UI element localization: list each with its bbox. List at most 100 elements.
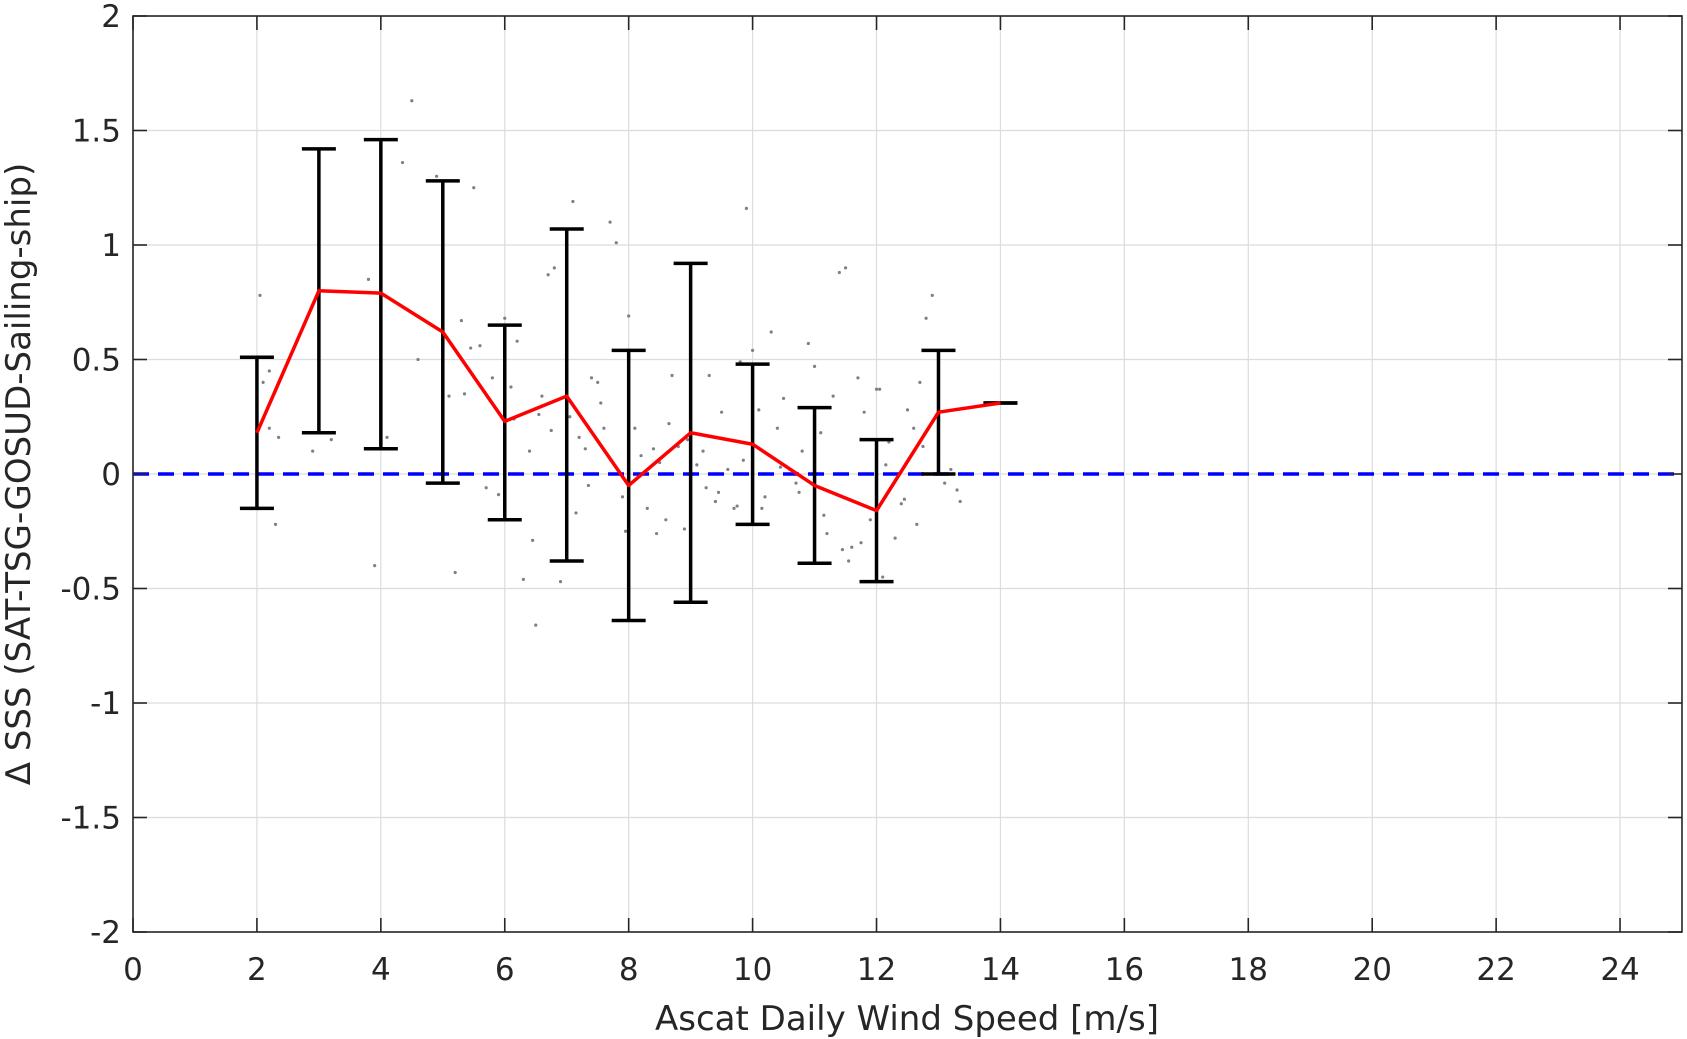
scatter-point	[258, 293, 262, 297]
scatter-point	[685, 438, 690, 442]
scatter-point	[716, 490, 721, 494]
scatter-point	[620, 495, 625, 499]
scatter-point	[837, 270, 841, 275]
scatter-point	[267, 369, 271, 373]
scatter-point	[469, 346, 473, 350]
scatter-point	[713, 499, 718, 504]
scatter-point	[385, 435, 389, 439]
mean-line	[255, 289, 1001, 513]
scatter-point	[744, 206, 749, 210]
scatter-point	[822, 513, 826, 517]
scatter-point	[884, 463, 888, 467]
scatter-point	[596, 380, 600, 384]
scatter-point	[921, 444, 925, 449]
scatter-point	[509, 385, 513, 389]
scatter-point	[781, 396, 786, 401]
y-tick-label: -0.5	[61, 572, 122, 608]
scatter-point	[447, 394, 451, 398]
y-tick-label: -2	[90, 915, 121, 951]
scatter-point	[806, 341, 810, 346]
scatter-point	[735, 504, 739, 508]
scatter-point	[847, 559, 851, 563]
scatter-point	[484, 486, 488, 490]
x-tick-label: 0	[123, 952, 143, 988]
y-tick-label: 0	[101, 457, 121, 493]
scatter-point	[819, 431, 823, 435]
x-tick-label: 22	[1476, 952, 1515, 988]
x-tick-label: 12	[857, 952, 896, 988]
x-tick-labels: 0 2 4 6 8 10 12 14 16 18 20 22 24	[123, 952, 1640, 988]
scatter-point	[924, 316, 928, 320]
scatter-point	[546, 273, 550, 277]
x-tick-label: 8	[619, 952, 639, 988]
scatter-point	[602, 426, 606, 430]
scatter-point	[574, 511, 578, 515]
scatter-point	[633, 426, 637, 430]
scatter-point	[893, 536, 897, 540]
scatter-point	[868, 518, 872, 522]
scatter-point	[878, 387, 882, 391]
scatter-point	[943, 481, 947, 485]
scatter-point	[537, 412, 541, 417]
y-tick-label: -1.5	[61, 801, 122, 837]
scatter-point	[682, 527, 687, 531]
y-tick-label: 2	[101, 0, 121, 35]
scatter-point	[623, 529, 628, 533]
scatter-point	[704, 486, 708, 490]
scatter-point	[515, 339, 519, 343]
scatter-point	[527, 449, 532, 453]
scatter-point	[859, 541, 863, 545]
scatter-point	[850, 545, 854, 549]
x-axis-label: Ascat Daily Wind Speed [m/s]	[655, 999, 1159, 1039]
scatter-point	[273, 522, 278, 526]
x-tick-label: 18	[1229, 952, 1268, 988]
scatter-point	[825, 531, 829, 536]
scatter-point	[614, 241, 618, 245]
scatter-point	[654, 531, 659, 536]
scatter-point	[840, 547, 845, 552]
scatter-point	[490, 376, 494, 380]
scatter-point	[751, 348, 755, 352]
scatter-point	[521, 577, 525, 581]
scatter-point	[462, 392, 467, 396]
x-tick-label: 10	[733, 952, 772, 988]
scatter-point	[769, 330, 773, 334]
scatter-point	[760, 506, 764, 510]
scatter-point	[459, 318, 463, 323]
scatter-point	[568, 415, 572, 419]
y-axis-label: Δ SSS (SAT-TSG-GOSUD-Sailing-ship)	[0, 163, 39, 785]
scatter-point	[472, 186, 476, 190]
scatter-point	[667, 422, 671, 426]
y-tick-labels: -2 -1.5 -1 -0.5 0 0.5 1 1.5 2	[61, 0, 122, 951]
scatter-point	[955, 488, 959, 492]
x-tick-label: 16	[1105, 952, 1144, 988]
scatter-point	[651, 447, 656, 451]
scatter-point	[899, 502, 903, 506]
scatter-point	[794, 481, 798, 485]
scatter-point	[797, 490, 801, 494]
x-tick-label: 14	[981, 952, 1020, 988]
scatter-point	[608, 220, 612, 224]
scatter-point	[843, 266, 848, 270]
scatter-point	[267, 426, 271, 430]
scatter-point	[277, 435, 281, 439]
scatter-point	[503, 316, 507, 320]
scatter-point	[912, 426, 916, 430]
scatter-point	[930, 293, 934, 297]
scatter-point	[949, 467, 953, 472]
scatter-point	[918, 380, 922, 384]
scatter-point	[862, 410, 866, 414]
scatter-point	[720, 410, 724, 414]
scatter-point	[373, 564, 377, 568]
x-tick-label: 6	[495, 952, 515, 988]
scatter-point	[549, 428, 553, 433]
scatter-point	[478, 344, 482, 348]
scatter-point	[583, 447, 587, 451]
y-tick-label: 1	[101, 228, 121, 264]
y-tick-label: 0.5	[72, 343, 121, 379]
scatter-point	[757, 408, 761, 412]
scatter-point	[831, 394, 835, 398]
scatter-point	[915, 522, 919, 526]
scatter-point	[775, 426, 779, 430]
